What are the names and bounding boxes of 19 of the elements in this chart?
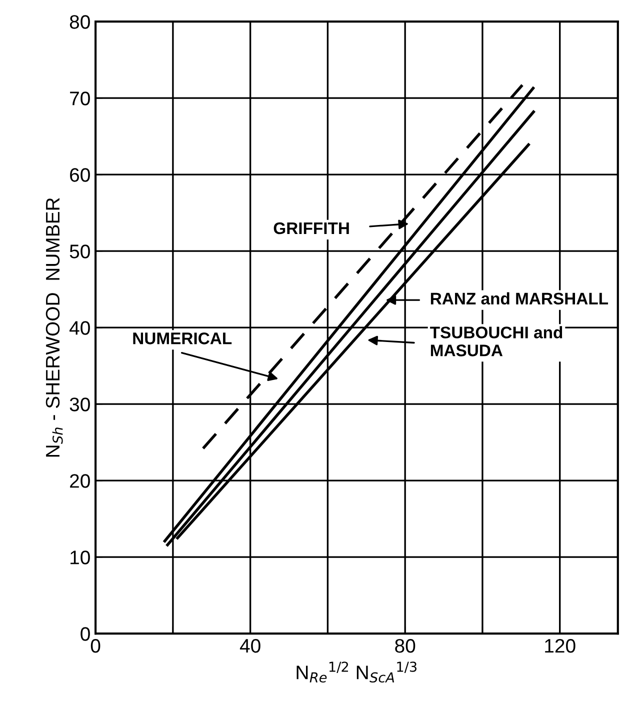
x-tick-label: 40	[240, 638, 260, 653]
y-axis-title: N$_{Sh}$ - SHERWOOD NUMBER	[46, 198, 63, 457]
y-tick-label: 60	[70, 168, 90, 182]
y-tick-label: 0	[80, 627, 90, 641]
y-tick-label: 30	[70, 398, 90, 412]
annotation: NUMERICAL	[133, 332, 232, 344]
annotation: GRIFFITH	[274, 222, 349, 234]
y-tick-label: 40	[70, 321, 90, 335]
annotation: TSUBOUCHI and MASUDA	[430, 326, 562, 356]
y-tick-label: 20	[70, 474, 90, 488]
x-tick-label: 120	[545, 638, 576, 653]
y-tick-label: 50	[70, 244, 90, 258]
y-tick-label: 80	[70, 15, 90, 29]
x-tick-label: 80	[395, 638, 416, 653]
x-axis-title: N$_{Re}$$^{1/2}$ N$_{ScA}$$^{1/3}$	[296, 662, 416, 683]
y-tick-label: 70	[70, 92, 90, 106]
annotation: RANZ and MARSHALL	[430, 292, 608, 305]
x-tick-label: 0	[90, 638, 100, 653]
y-tick-label: 10	[70, 550, 90, 564]
